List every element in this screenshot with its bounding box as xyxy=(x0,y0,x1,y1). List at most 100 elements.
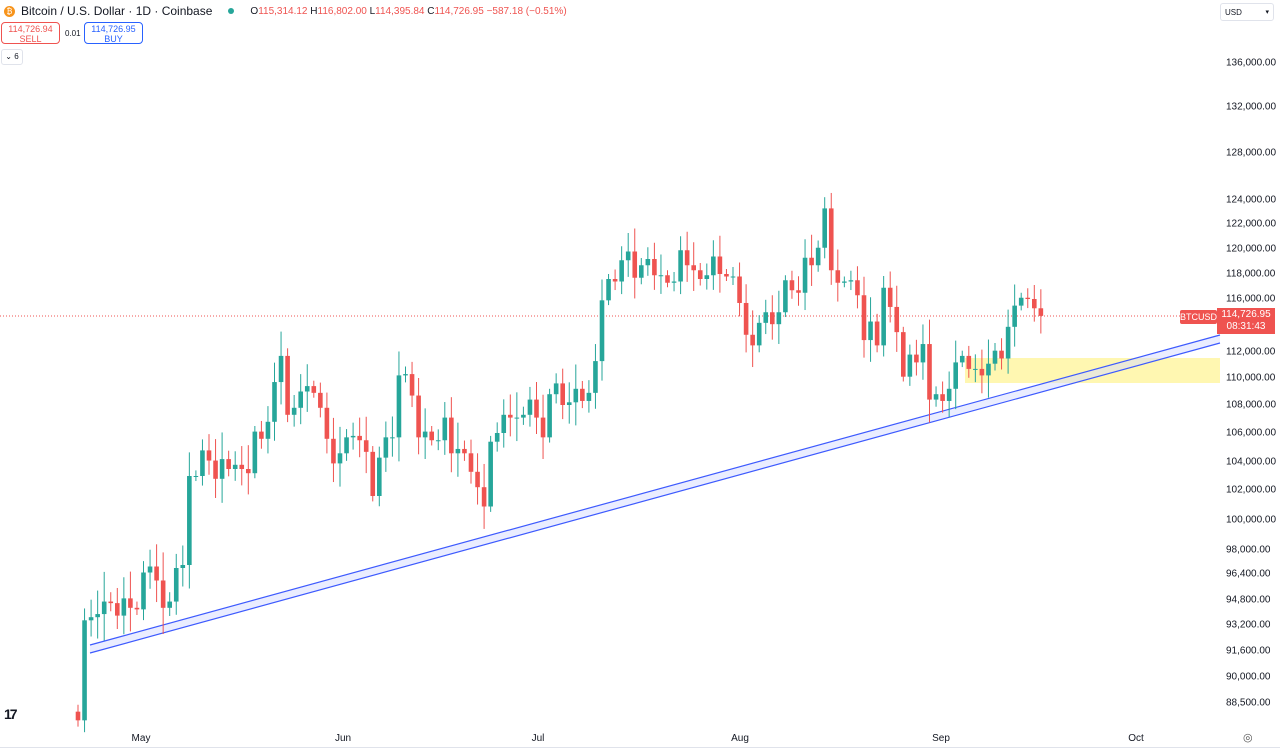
candle xyxy=(566,382,572,424)
candle-body xyxy=(449,417,454,454)
candle xyxy=(691,242,696,291)
price-tick-label: 91,600.00 xyxy=(1226,645,1271,657)
candle xyxy=(756,315,762,353)
candle xyxy=(783,275,788,318)
candle-body xyxy=(632,251,638,278)
candle xyxy=(828,192,834,285)
candle-body xyxy=(704,275,710,279)
candle xyxy=(802,239,808,311)
candle xyxy=(383,421,389,472)
candle xyxy=(377,446,382,507)
candle xyxy=(147,549,153,589)
candle-body xyxy=(508,414,513,418)
candle-body xyxy=(265,421,271,439)
candle-body xyxy=(147,566,153,573)
candle-body xyxy=(959,355,965,363)
candle xyxy=(337,426,343,487)
candle xyxy=(1012,284,1017,347)
candle-body xyxy=(154,566,159,581)
candle xyxy=(645,247,651,276)
candle-body xyxy=(953,362,958,389)
candle-body xyxy=(966,355,972,369)
candle xyxy=(874,313,880,353)
candle-body xyxy=(442,417,448,441)
indicators-collapse-button[interactable]: ⌄ 6 xyxy=(1,49,23,65)
candle xyxy=(285,348,290,423)
candle-body xyxy=(213,460,218,479)
candle xyxy=(619,246,624,295)
candle-body xyxy=(521,414,526,418)
candle-body xyxy=(724,274,729,277)
candle xyxy=(246,445,251,495)
price-tick-label: 110,000.00 xyxy=(1226,372,1276,384)
candle xyxy=(128,571,133,632)
candle xyxy=(475,453,480,505)
candle xyxy=(422,408,428,460)
candle-body xyxy=(717,256,723,274)
candle xyxy=(737,262,742,317)
candle xyxy=(933,386,939,407)
candle-body xyxy=(534,399,539,418)
candle xyxy=(409,361,415,408)
candle xyxy=(599,279,605,381)
candle-body xyxy=(789,280,795,291)
candle-body xyxy=(586,392,592,401)
time-tick-label: Jun xyxy=(334,733,352,744)
candle-body xyxy=(481,487,487,507)
price-tick-label: 90,000.00 xyxy=(1226,671,1271,683)
candle-body xyxy=(304,386,310,392)
sell-button[interactable]: 114,726.94 SELL xyxy=(1,22,60,44)
trendline-lower[interactable] xyxy=(89,342,1221,654)
candle-body xyxy=(802,257,808,293)
price-tick-label: 136,000.00 xyxy=(1226,57,1277,69)
candle xyxy=(429,426,434,446)
candle xyxy=(272,362,277,441)
candle-body xyxy=(933,394,939,400)
candle xyxy=(881,276,886,357)
candle xyxy=(154,544,159,603)
price-tick-label: 118,000.00 xyxy=(1226,268,1276,280)
candle xyxy=(730,267,736,286)
price-tick-label: 128,000.00 xyxy=(1226,147,1277,159)
buy-button[interactable]: 114,726.95 BUY xyxy=(84,22,143,44)
candle-body xyxy=(331,438,336,464)
candle-body xyxy=(940,394,945,401)
candle xyxy=(187,452,192,589)
candles xyxy=(75,192,1044,733)
candle-body xyxy=(370,451,376,496)
settings-icon[interactable]: ◎ xyxy=(1243,732,1253,744)
candle-body xyxy=(246,469,251,474)
candle xyxy=(468,439,474,484)
candle xyxy=(848,270,854,291)
candle-body xyxy=(435,440,441,442)
currency-select[interactable]: USD ▾ xyxy=(1220,3,1274,21)
time-tick-label: Sep xyxy=(932,733,950,744)
price-tick-label: 124,000.00 xyxy=(1226,194,1277,206)
symbol-header[interactable]: ₿ Bitcoin / U.S. Dollar · 1D · Coinbase … xyxy=(4,4,567,18)
candle xyxy=(219,432,225,503)
candle-body xyxy=(1018,297,1024,306)
candle-body xyxy=(619,260,624,282)
trendline-upper[interactable] xyxy=(89,334,1221,646)
candle xyxy=(160,552,166,635)
candle-body xyxy=(756,322,762,346)
candle-body xyxy=(914,354,919,363)
candle xyxy=(455,422,461,477)
candle xyxy=(743,284,749,353)
tradingview-logo[interactable]: 17 xyxy=(4,706,18,722)
candle xyxy=(232,451,238,481)
candle xyxy=(953,340,958,410)
candle-body xyxy=(652,259,657,276)
candle-body xyxy=(403,374,408,376)
candle-body xyxy=(488,441,493,507)
candle xyxy=(625,233,631,277)
time-tick-label: Aug xyxy=(731,733,749,744)
price-tick-label: 108,000.00 xyxy=(1226,399,1277,411)
candle-body xyxy=(278,355,284,383)
candle-body xyxy=(684,250,690,266)
candle xyxy=(842,276,847,288)
candle xyxy=(331,417,336,483)
time-tick-label: Oct xyxy=(1128,733,1144,744)
candle-body xyxy=(396,375,402,438)
